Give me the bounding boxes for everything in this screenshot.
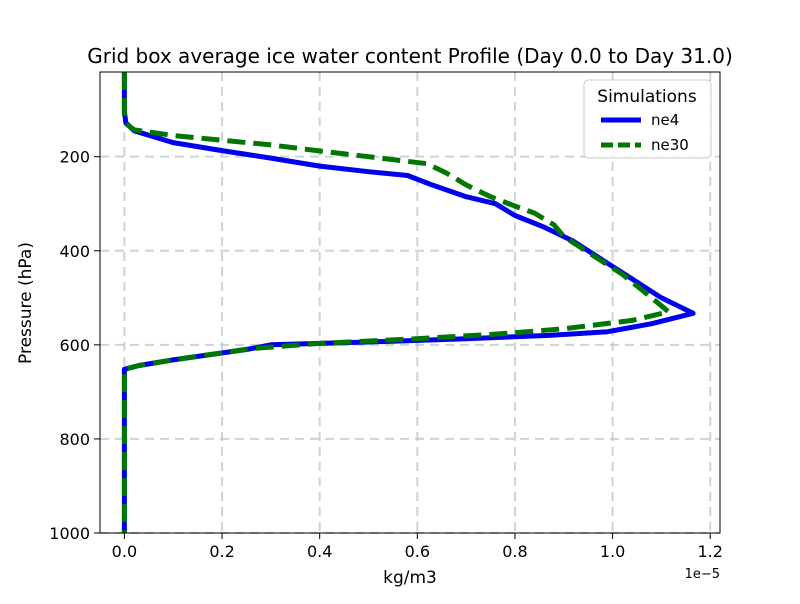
x-ticks-layer: 0.0 0.2 0.4 0.6 0.8 1.0 1.2	[112, 533, 723, 561]
legend-label-ne4: ne4	[651, 111, 679, 129]
x-tick-label: 0.8	[502, 542, 527, 561]
x-axis-label: kg/m3	[383, 568, 437, 588]
legend: Simulations ne4 ne30	[583, 79, 712, 159]
y-ticks-layer: 200 400 600 800 1000	[49, 148, 100, 543]
y-tick-label: 1000	[49, 524, 90, 543]
legend-box	[583, 79, 712, 159]
y-tick-label: 400	[59, 242, 90, 261]
y-tick-label: 600	[59, 336, 90, 355]
plot-frame	[99, 71, 721, 534]
chart-title: Grid box average ice water content Profi…	[87, 44, 733, 68]
x-axis-offset-text: 1e−5	[685, 567, 720, 582]
y-tick-label: 200	[59, 148, 90, 167]
x-tick-label: 0.2	[209, 542, 234, 561]
series-line-ne30	[121, 72, 672, 533]
x-tick-label: 0.0	[112, 542, 137, 561]
legend-label-ne30: ne30	[651, 136, 689, 154]
x-tick-label: 0.6	[405, 542, 430, 561]
legend-title: Simulations	[597, 87, 697, 107]
y-axis-label: Pressure (hPa)	[16, 242, 36, 364]
x-tick-label: 0.4	[307, 542, 332, 561]
y-tick-label: 800	[59, 430, 90, 449]
x-tick-label: 1.0	[600, 542, 625, 561]
series-layer	[121, 72, 696, 533]
x-tick-label: 1.2	[698, 542, 723, 561]
